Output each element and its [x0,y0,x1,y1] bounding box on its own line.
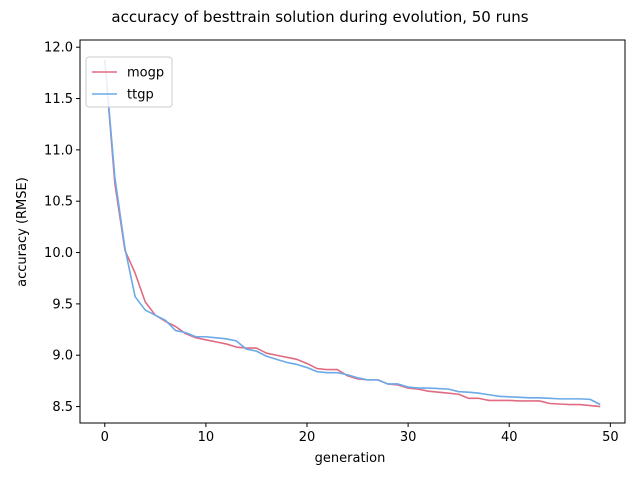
y-tick-label: 11.5 [44,92,73,107]
y-tick-label: 9.5 [52,297,73,312]
series-lines [103,59,601,408]
legend-label-ttgp: ttgp [127,88,154,103]
x-tick-label: 20 [299,430,316,445]
legend-label-mogp: mogp [127,66,164,81]
y-tick-label: 12.0 [44,41,73,56]
series-line-mogp [103,59,601,408]
y-tick-label: 10.0 [44,246,73,261]
x-tick-label: 40 [501,430,518,445]
y-tick-label: 8.5 [52,400,73,415]
y-tick-label: 9.0 [52,349,73,364]
x-tick-label: 0 [101,430,109,445]
y-axis-label: accuracy (RMSE) [15,177,30,287]
x-tick-label: 30 [400,430,417,445]
x-tick-label: 50 [602,430,619,445]
x-axis-label: generation [315,451,386,466]
y-axis: 8.5 9.0 9.5 10.0 10.5 11.0 11.5 12.0 [44,41,80,415]
y-tick-label: 11.0 [44,143,73,158]
y-tick-label: 10.5 [44,195,73,210]
x-tick-label: 10 [198,430,215,445]
legend: mogp ttgp [85,56,173,108]
series-line-ttgp [103,59,601,406]
chart-title: accuracy of besttrain solution during ev… [111,8,528,26]
x-axis: 0 10 20 30 40 50 [101,423,619,445]
